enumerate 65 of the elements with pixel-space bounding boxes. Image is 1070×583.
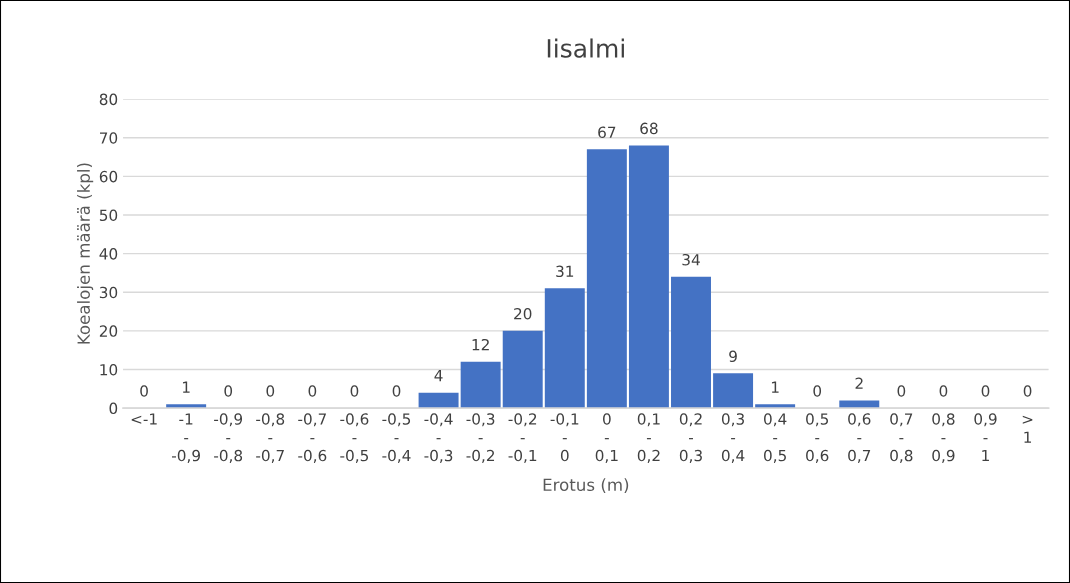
bar (839, 400, 880, 409)
bar (544, 288, 585, 409)
data-label: 20 (514, 308, 532, 320)
data-label: 0 (939, 385, 948, 397)
data-label: 67 (598, 126, 616, 139)
y-tick-label: 80 (99, 93, 118, 106)
x-tick-label: 0,8 - 0,9 (932, 413, 955, 463)
x-tick-label: 0 - 0,1 (595, 413, 618, 463)
data-label: 0 (140, 385, 148, 397)
data-label: 2 (855, 377, 863, 389)
y-tick-label: 10 (100, 363, 118, 376)
x-tick-label: -0,3 - -0,2 (466, 413, 495, 463)
y-tick-label: 60 (99, 170, 118, 183)
bar (713, 373, 754, 409)
bar (460, 361, 501, 409)
x-tick-label: -0,2 - -0,1 (508, 413, 537, 463)
x-tick-label: -0,6 - -0,5 (340, 413, 369, 463)
data-label: 9 (729, 350, 737, 363)
data-label: 31 (556, 265, 574, 278)
data-label: 68 (640, 122, 658, 135)
y-tick-label: 40 (99, 248, 118, 260)
x-tick-label: -0,7 - -0,6 (298, 413, 327, 463)
data-label: 4 (434, 370, 443, 382)
x-tick-label: 0,3 - 0,4 (721, 413, 745, 463)
y-axis-title: Koealojen määrä (kpl) (77, 163, 94, 344)
data-label: 0 (897, 385, 906, 397)
data-label: 0 (813, 385, 822, 397)
y-tick-label: 30 (99, 286, 118, 299)
data-label: 0 (266, 385, 275, 397)
y-tick-label: 50 (99, 209, 118, 221)
x-tick-label: 0,2 - 0,3 (679, 413, 702, 463)
x-tick-label: 0,5 - 0,6 (806, 413, 829, 463)
chart-title: Iisalmi (547, 38, 624, 58)
x-tick-label: <-1 (131, 413, 157, 425)
bar (628, 145, 669, 409)
data-label: 0 (1023, 385, 1032, 397)
data-label: 12 (472, 338, 489, 351)
x-tick-label: 0,6 - 0,7 (848, 413, 871, 463)
y-tick-label: 70 (100, 132, 118, 144)
x-tick-label: 0,1 - 0,2 (637, 413, 660, 463)
x-tick-label: 0,9 - 1 (974, 413, 997, 462)
x-tick-label: -0,5 - -0,4 (382, 413, 411, 463)
y-tick-label: 20 (99, 325, 118, 337)
data-label: 0 (224, 385, 233, 397)
y-tick-label: 0 (109, 402, 118, 415)
bar (502, 330, 543, 409)
data-label: 0 (392, 385, 401, 397)
x-tick-label: -0,9 - -0,8 (214, 413, 243, 463)
x-tick-label: -0,1 - 0 (550, 413, 579, 462)
x-tick-label: 0,4 - 0,5 (764, 413, 787, 463)
bar (586, 149, 627, 409)
x-tick-label: > 1 (1022, 415, 1033, 443)
x-tick-label: -1 - -0,9 (172, 413, 200, 463)
bar (671, 276, 711, 409)
x-tick-label: -0,4 - -0,3 (424, 413, 453, 463)
data-label: 1 (771, 381, 779, 393)
x-tick-label: -0,8 - -0,7 (256, 413, 285, 463)
bar (418, 392, 459, 409)
data-label: 0 (350, 385, 359, 397)
data-label: 1 (182, 381, 190, 393)
data-label: 0 (981, 385, 990, 397)
x-axis-title: Erotus (m) (543, 478, 629, 494)
data-label: 0 (308, 385, 317, 397)
x-tick-label: 0,7 - 0,8 (890, 413, 913, 463)
data-label: 34 (682, 253, 700, 266)
